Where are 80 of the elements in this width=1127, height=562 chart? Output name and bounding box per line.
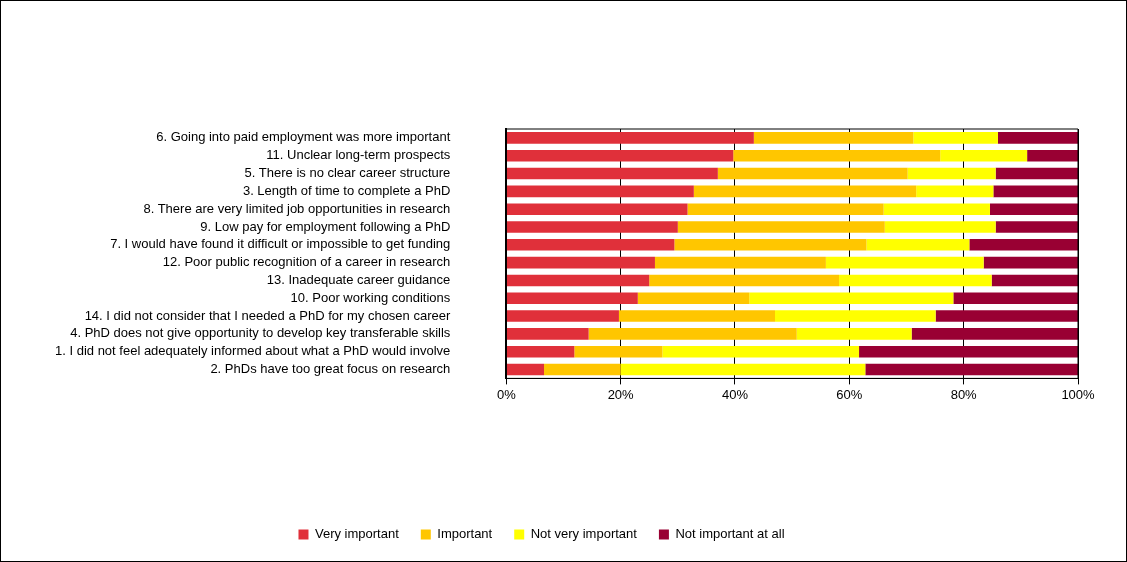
bar: [506, 149, 734, 162]
bar: [825, 256, 984, 269]
x-tick-label: 0%: [496, 386, 517, 402]
bar: [687, 203, 884, 215]
bar: [883, 203, 990, 215]
bar: [544, 363, 621, 376]
bar: [506, 132, 754, 144]
y-tick-label: 8. There are very limited job opportunities in research: [143, 200, 451, 216]
y-tick-label: 6. Going into paid employment was more important: [156, 129, 451, 145]
y-tick-label: 2. PhDs have too great focus on research: [210, 361, 451, 377]
bar: [753, 132, 914, 144]
y-tick-label: 9. Low pay for employment following a PhD: [200, 218, 451, 234]
bar: [649, 274, 840, 287]
bar: [506, 256, 655, 269]
y-tick-label: 13. Inadequate career guidance: [266, 272, 451, 287]
bar: [674, 239, 867, 251]
x-tick-label: 20%: [607, 386, 635, 402]
bar: [865, 363, 1078, 376]
bar: [506, 185, 694, 198]
bar: [506, 221, 678, 233]
x-tick-label: 40%: [721, 386, 749, 402]
bar: [506, 292, 638, 305]
bar: [997, 132, 1078, 144]
bar: [574, 345, 663, 358]
bar: [995, 167, 1078, 180]
bar: [506, 363, 545, 376]
bar: [654, 256, 826, 269]
legend-label: Important: [437, 526, 493, 542]
y-tick-label: 7. I would have found it difficult or impossible to get funding: [110, 236, 451, 252]
bar: [993, 185, 1078, 198]
bar: [866, 239, 970, 251]
bar: [506, 167, 718, 180]
bar: [907, 167, 996, 180]
bar: [506, 345, 575, 358]
bar: [506, 310, 619, 322]
y-tick-label: 3. Length of time to complete a PhD: [242, 182, 451, 198]
bar: [940, 149, 1028, 162]
bar: [693, 185, 917, 198]
bar: [911, 328, 1078, 340]
bar: [620, 363, 866, 376]
bar: [913, 132, 998, 144]
y-tick-label: 1. I did not feel adequately informed about what a PhD would involve: [54, 343, 451, 359]
y-tick-label: 12. Poor public recognition of a career in research: [162, 254, 451, 270]
bar: [506, 328, 589, 340]
y-tick-label: 10. Poor working conditions: [290, 289, 451, 305]
bar: [637, 292, 750, 305]
x-tick-label: 60%: [836, 386, 863, 402]
bar: [618, 310, 775, 322]
bar: [717, 167, 908, 180]
bar: [884, 221, 996, 233]
bar: [677, 221, 885, 233]
bar: [749, 292, 954, 305]
x-tick-label: 80%: [950, 386, 978, 402]
legend-label: Not very important: [530, 526, 638, 542]
bar: [953, 292, 1078, 305]
y-tick-label: 5. There is no clear career structure: [244, 165, 451, 181]
bar: [989, 203, 1078, 215]
bar: [796, 328, 912, 340]
y-tick-label: 14. I did not consider that I needed a PhD for my chosen career: [84, 307, 451, 323]
bar: [991, 274, 1078, 287]
bar: [916, 185, 994, 198]
bar: [506, 203, 688, 215]
bar: [935, 310, 1078, 322]
bar: [969, 239, 1078, 251]
bar: [506, 274, 650, 287]
legend-label: Very important: [314, 526, 400, 542]
bar: [662, 345, 860, 358]
bar: [983, 256, 1078, 269]
y-tick-label: 11. Unclear long-term prospects: [266, 147, 451, 163]
bar: [588, 328, 797, 340]
bar: [733, 149, 941, 162]
bar: [1027, 149, 1078, 162]
y-tick-label: 4. PhD does not give opportunity to develop key transferable skills: [70, 325, 451, 341]
x-tick-label: 100%: [1061, 386, 1096, 402]
bar: [775, 310, 936, 322]
bar: [506, 239, 675, 251]
bar: [859, 345, 1078, 358]
bar: [995, 221, 1078, 233]
bar: [839, 274, 992, 287]
legend-label: Not important at all: [675, 526, 785, 542]
